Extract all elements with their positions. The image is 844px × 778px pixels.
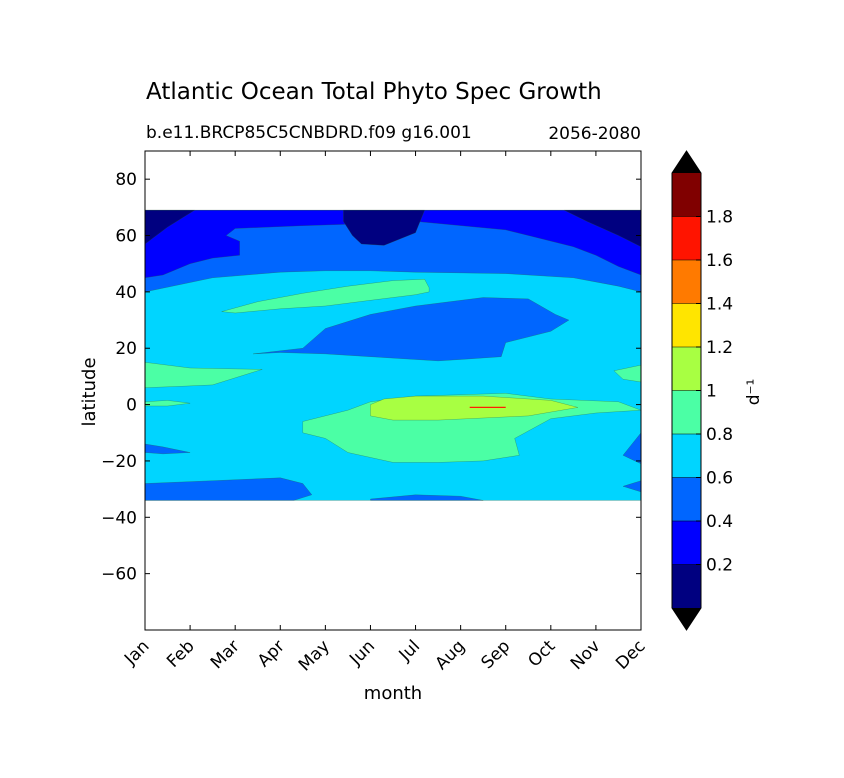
contour-region-north-0-0.2-left [145,209,196,245]
y-axis-ticks: 80 60 40 20 0 −20 −40 −60 [101,170,641,585]
colorbar-tick-label: 1.6 [706,251,733,271]
contour-region-south-0.4-0.6-east-lower [622,480,641,493]
colorbar-segment [672,173,701,217]
chart-subtitle-right: 2056-2080 [548,124,641,144]
contour-region-south-0.4-0.6-lower [145,477,313,501]
y-tick-label: −40 [101,508,137,528]
x-tick-label: Dec [612,636,649,673]
chart-subtitle-left: b.e11.BRCP85C5CNBDRD.f09 g16.001 [146,123,472,143]
contour-region-band-0.8-1-mid [221,278,430,314]
colorbar-segment [672,390,701,434]
colorbar-segment [672,477,701,521]
colorbar-outline [671,150,702,631]
contour-region-band-1-1.2-center [370,395,578,421]
x-tick-label: Mar [207,636,244,673]
colorbar-tick-label: 0.8 [706,425,733,445]
contour-regions [145,209,641,501]
y-axis-label: latitude [79,357,100,426]
plot-frame [144,150,642,631]
colorbar-segment [672,521,701,565]
x-tick-label: Feb [163,636,198,671]
colorbar-tick-label: 1 [706,382,717,402]
colorbar-tick-label: 0.4 [706,512,733,532]
y-tick-label: −60 [101,565,137,585]
contour-region-south-0.4-0.6-east [622,432,641,465]
contour-region-north-0-0.2-right [564,209,641,248]
colorbar-tick-label: 0.2 [706,556,733,576]
contour-region-north-0-0.2-jun [343,209,425,246]
x-tick-label: Jan [120,636,153,669]
colorbar-extend-under [672,608,701,630]
colorbar [671,150,702,631]
chart-title: Atlantic Ocean Total Phyto Spec Growth [146,79,602,105]
colorbar-segment [672,564,701,608]
colorbar-tick-label: 1.2 [706,338,733,358]
colorbar-tick-label: 1.8 [706,208,733,228]
x-tick-label: Oct [524,636,559,671]
contour-region-south-0.4-0.6-west [145,443,191,455]
x-axis-label: month [364,683,422,704]
x-tick-label: Apr [254,636,289,671]
contour-region-south-0.4-0.6-jun [370,494,484,501]
colorbar-segment [672,303,701,347]
colorbar-segment [672,260,701,304]
x-tick-label: Sep [477,636,514,673]
y-tick-label: 80 [115,170,137,190]
colorbar-tick-label: 0.6 [706,469,733,489]
y-tick-label: 0 [126,396,137,416]
colorbar-segment [672,216,701,260]
colorbar-segment [672,434,701,478]
y-tick-label: 20 [115,339,137,359]
contour-region-band-0.8-1-east [613,364,641,383]
colorbar-label: d⁻¹ [744,379,764,406]
colorbar-segment [672,347,701,391]
x-tick-label: May [295,636,334,675]
contour-region-band-0.8-1-west [145,362,263,388]
colorbar-ticks: 0.2 0.4 0.6 0.8 1 1.2 1.4 1.6 1.8 [696,208,733,576]
x-tick-label: Jul [395,636,424,665]
y-tick-label: 40 [115,283,137,303]
y-tick-label: 60 [115,227,137,247]
x-tick-label: Nov [567,636,605,674]
contour-region-mid-low-patch [253,297,570,362]
colorbar-extend-over [672,151,701,173]
contour-region-equator-west-small [145,400,191,407]
colorbar-tick-label: 1.4 [706,295,733,315]
x-tick-label: Jun [345,636,379,670]
y-tick-label: −20 [101,452,137,472]
x-tick-label: Aug [432,636,470,674]
